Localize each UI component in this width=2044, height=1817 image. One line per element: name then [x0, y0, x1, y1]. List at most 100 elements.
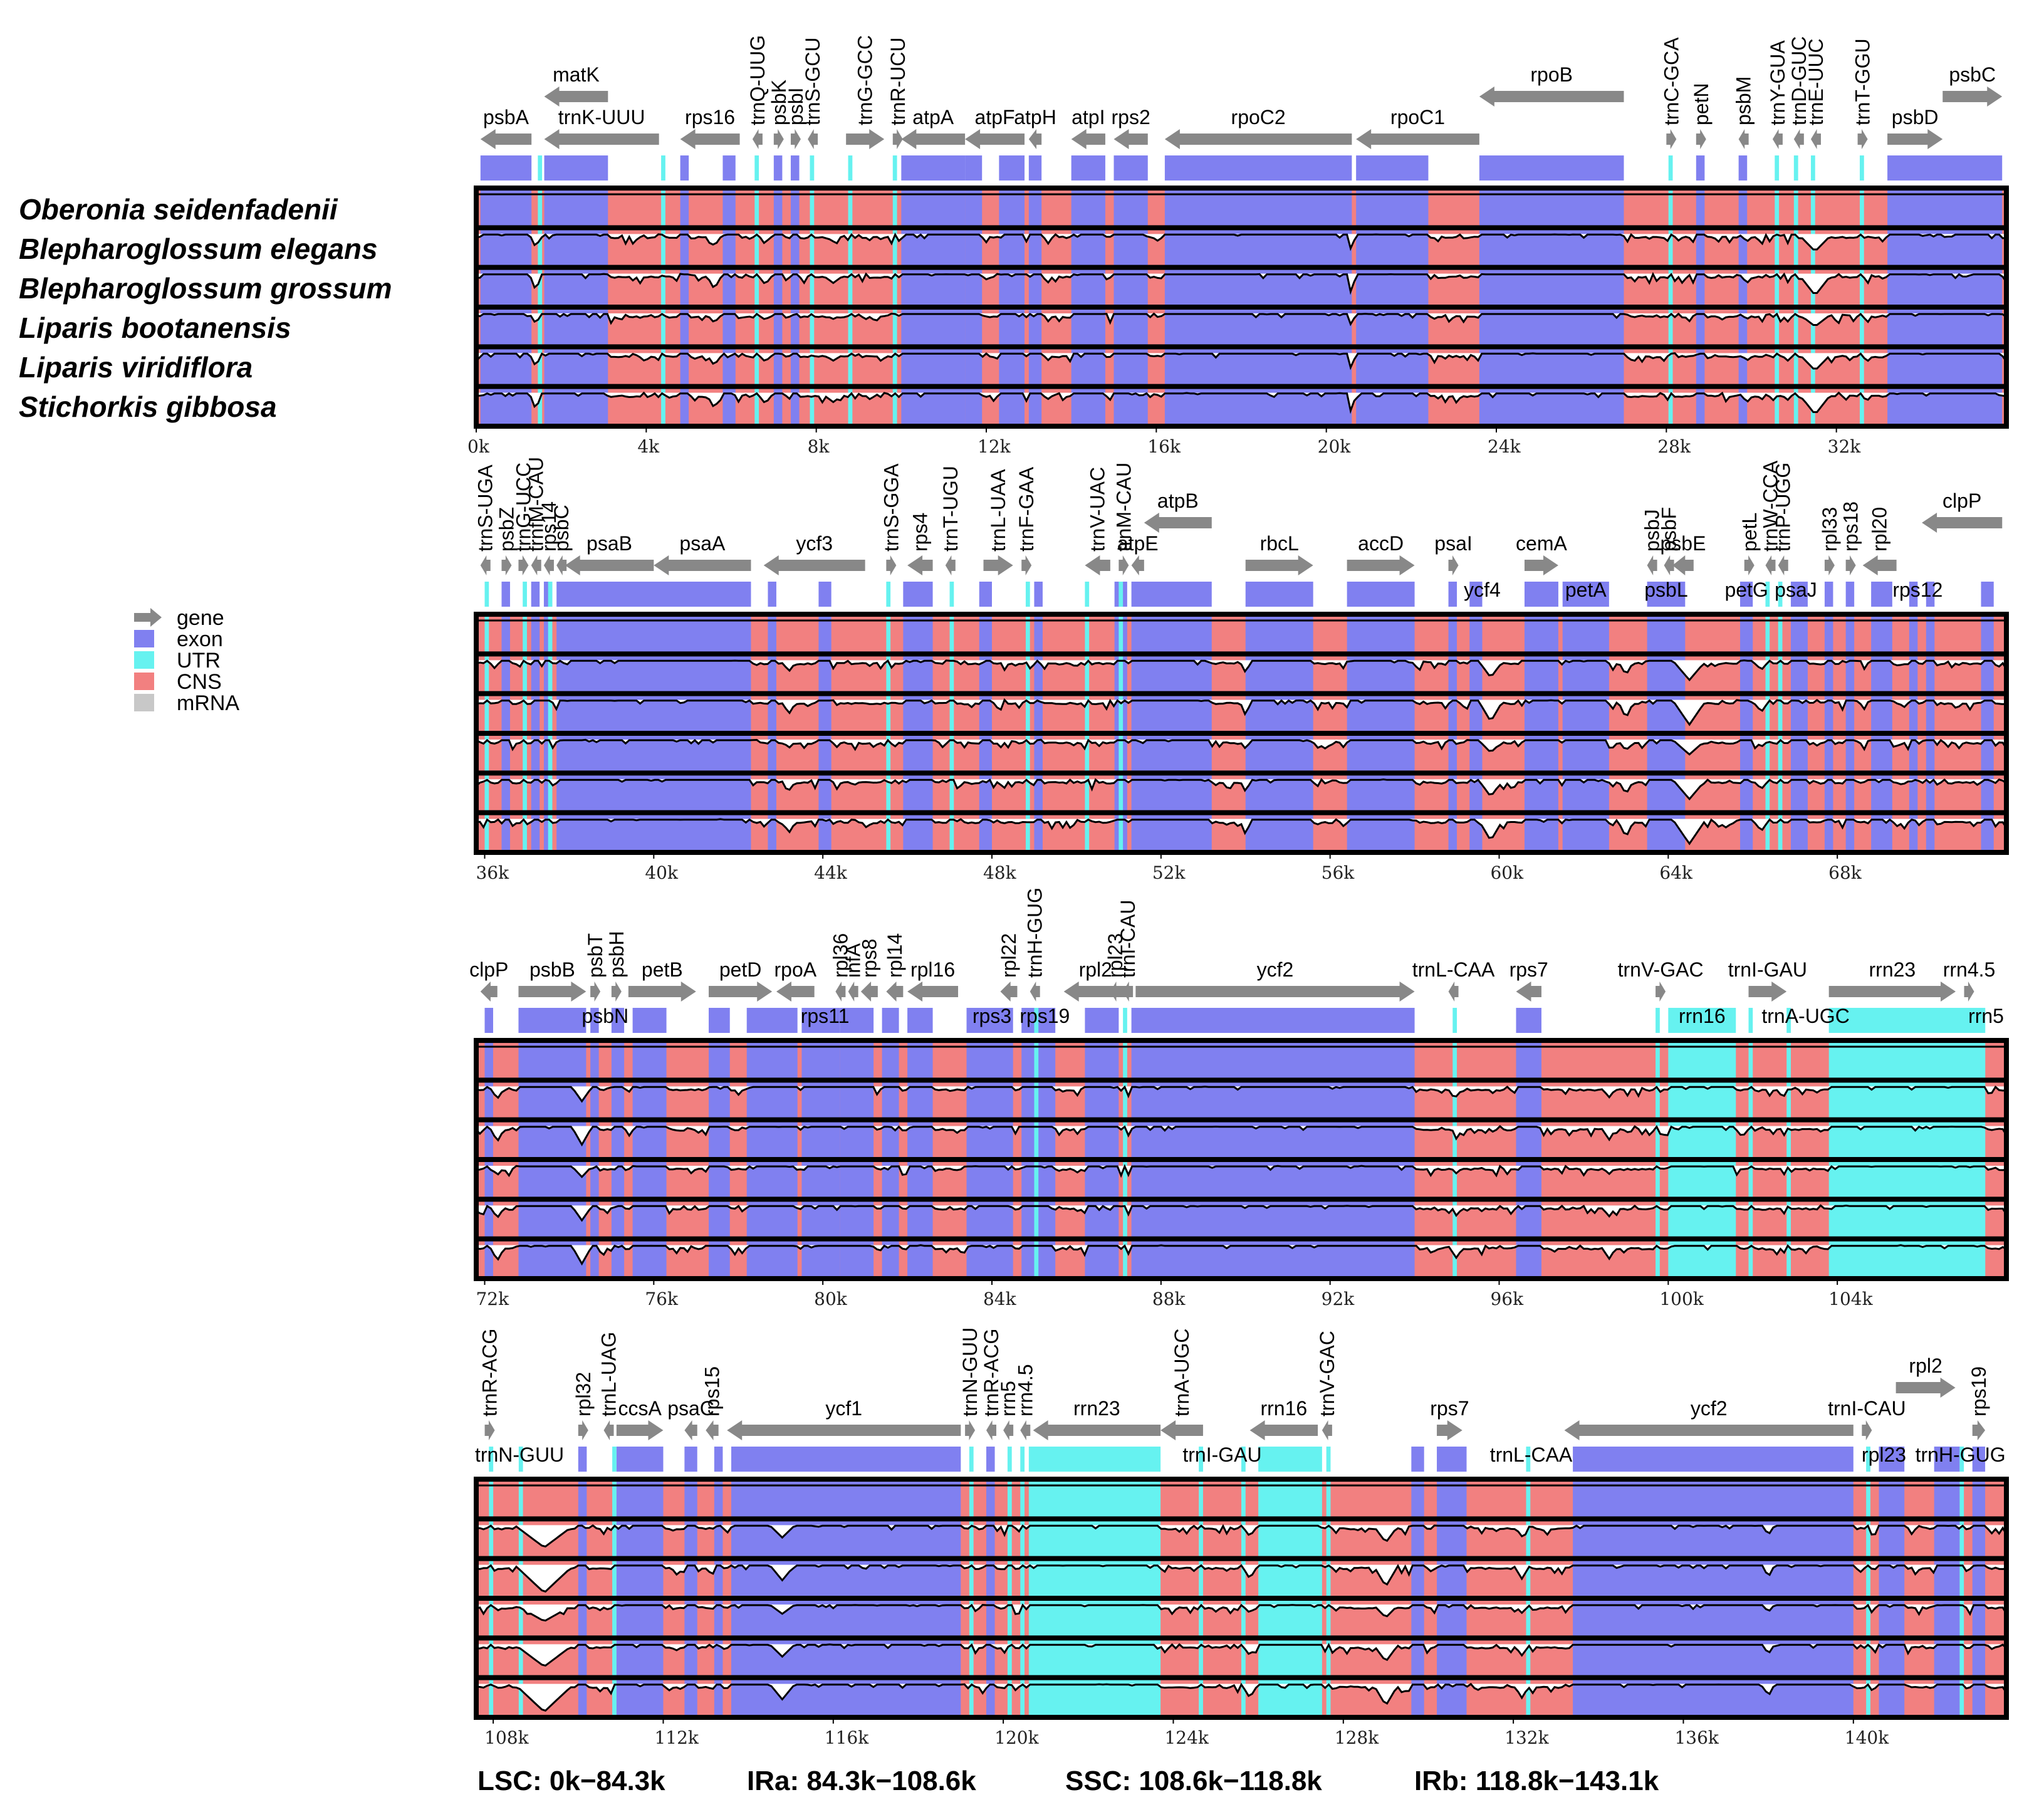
gene-arrow	[1448, 982, 1459, 1002]
gene-label: trnI-CAU	[1117, 900, 1139, 978]
utr-band	[1118, 582, 1124, 607]
utr-band	[886, 582, 891, 607]
gene-label: psaI	[1434, 532, 1472, 555]
identity-line	[476, 818, 2008, 846]
utr-band	[1326, 1447, 1331, 1472]
tick-label: 80k	[814, 1289, 848, 1309]
identity-curves	[476, 1484, 2008, 1712]
utr-band	[1859, 155, 1864, 181]
identity-curves	[475, 193, 2008, 414]
gene-label: trnN-GUU	[959, 1327, 981, 1416]
gene-label: trnS-GGA	[880, 463, 902, 552]
utr-band	[1241, 1447, 1246, 1472]
gene-arrow	[480, 982, 498, 1002]
exon-band	[903, 582, 933, 607]
exon-band	[1845, 582, 1855, 607]
identity-line	[475, 352, 2008, 370]
gene-arrow	[1071, 129, 1105, 149]
utr-band	[949, 582, 954, 607]
gene-label: petG	[1724, 579, 1768, 601]
gene-arrow	[544, 86, 608, 107]
gene-arrow	[518, 982, 587, 1002]
gene-arrow	[1524, 555, 1558, 575]
identity-line	[476, 1204, 2008, 1222]
gene-label: trnV-GAC	[1316, 1331, 1338, 1416]
utr-band	[523, 582, 527, 607]
exon-band	[501, 582, 510, 607]
identity-fill	[476, 740, 2006, 755]
legend-UTR-label: UTR	[177, 649, 221, 673]
gene-arrow	[1696, 129, 1706, 149]
gene-arrow	[1479, 86, 1624, 107]
species-label: Liparis bootanensis	[19, 312, 291, 344]
gene-label: trnV-GAC	[1618, 958, 1704, 981]
utr-band	[1668, 1008, 1736, 1033]
gene-label: rps7	[1510, 958, 1548, 981]
exon-band	[1071, 155, 1105, 181]
gene-arrow	[1356, 129, 1479, 149]
species-label: Blepharoglossum grossum	[19, 272, 392, 305]
gene-label: rps14	[538, 501, 560, 552]
gene-label: petD	[719, 958, 762, 981]
legend-exon-swatch	[134, 630, 154, 647]
utr-band	[1778, 582, 1783, 607]
identity-line	[475, 1124, 2008, 1147]
exon-band	[1028, 155, 1042, 181]
tick-label: 20k	[1318, 436, 1352, 457]
species-label: Blepharoglossum elegans	[19, 233, 378, 265]
gene-arrow	[518, 555, 529, 575]
legend-CNS-label: CNS	[177, 670, 222, 694]
gene-arrow	[556, 555, 567, 575]
exon-band	[1131, 1008, 1415, 1033]
exon-band	[1437, 1447, 1467, 1472]
gene-label: psbK	[768, 80, 790, 125]
gene-label: rps15	[701, 1366, 723, 1416]
utr-band	[1866, 1447, 1870, 1472]
utr-band	[969, 1447, 974, 1472]
identity-fill	[476, 699, 2006, 725]
utr-band	[489, 1447, 494, 1472]
species-label: Oberonia seidenfadenii	[19, 193, 338, 226]
gene-label: trnF-GAA	[1015, 466, 1038, 552]
gene-label: trnS-UGA	[474, 464, 497, 552]
gene-arrow	[1448, 555, 1459, 575]
gene-label: trnH-GUG	[1024, 888, 1046, 978]
gene-arrow	[1085, 555, 1110, 575]
gene-label: rrn23	[1869, 958, 1916, 981]
utr-band	[1020, 1447, 1025, 1472]
tick-label: 12k	[978, 436, 1011, 457]
tick-label: 44k	[814, 862, 848, 883]
legend-CNS-swatch	[134, 673, 154, 690]
x-axis: 108k 112k 116k 120k 124k 128k 132k 136k 140k	[484, 1717, 1889, 1748]
gene-label: trnL-UAA	[987, 469, 1009, 552]
gene-label: psbD	[1892, 106, 1939, 128]
gene-label: accD	[1358, 532, 1404, 555]
gene-arrow	[1748, 982, 1787, 1002]
exon-band	[790, 155, 800, 181]
gene-label: rrn16	[1679, 1005, 1726, 1027]
gene-label: trnG-GCC	[854, 35, 877, 125]
gene-arrow	[1118, 555, 1129, 575]
gene-arrow	[1164, 129, 1352, 149]
identity-fill	[476, 1086, 2006, 1101]
gene-label: trnH-GUG	[1916, 1443, 2006, 1466]
gene-label: trnV-UAC	[1087, 467, 1109, 552]
gene-arrow	[611, 982, 622, 1002]
exon-band	[818, 582, 832, 607]
exon-band	[531, 582, 540, 607]
gene-arrow	[706, 1420, 719, 1440]
gene-label: rps12	[1892, 579, 1942, 601]
exon-band	[1981, 582, 1994, 607]
gene-label: rpl2	[1909, 1354, 1942, 1377]
identity-fill	[476, 392, 2006, 412]
exon-band	[1573, 1447, 1854, 1472]
gene-arrow	[1772, 129, 1783, 149]
gene-arrow	[684, 1420, 697, 1440]
exon-band	[1524, 582, 1558, 607]
exon-band	[1245, 582, 1313, 607]
identity-fill	[476, 273, 2006, 293]
gene-label: rpl32	[572, 1372, 595, 1416]
gene-arrow	[907, 982, 959, 1002]
gene-arrow	[1160, 1420, 1203, 1440]
